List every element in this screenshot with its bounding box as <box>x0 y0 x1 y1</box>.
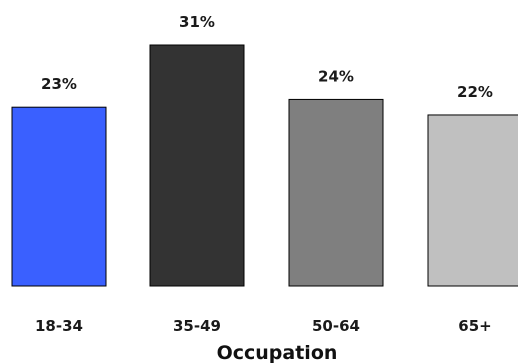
bar-18-34 <box>11 106 107 287</box>
bar-50-64 <box>288 98 384 287</box>
bar-65+ <box>427 114 518 287</box>
x-axis-title: Occupation <box>217 342 338 364</box>
x-tick-label-35-49: 35-49 <box>173 317 221 335</box>
x-tick-label-65+: 65+ <box>458 317 491 335</box>
data-label-65+: 22% <box>457 83 493 101</box>
data-label-50-64: 24% <box>318 67 354 85</box>
bar-35-49 <box>149 44 245 287</box>
data-label-18-34: 23% <box>41 75 77 93</box>
data-label-35-49: 31% <box>179 13 215 31</box>
x-tick-label-18-34: 18-34 <box>35 317 83 335</box>
x-tick-label-50-64: 50-64 <box>312 317 360 335</box>
